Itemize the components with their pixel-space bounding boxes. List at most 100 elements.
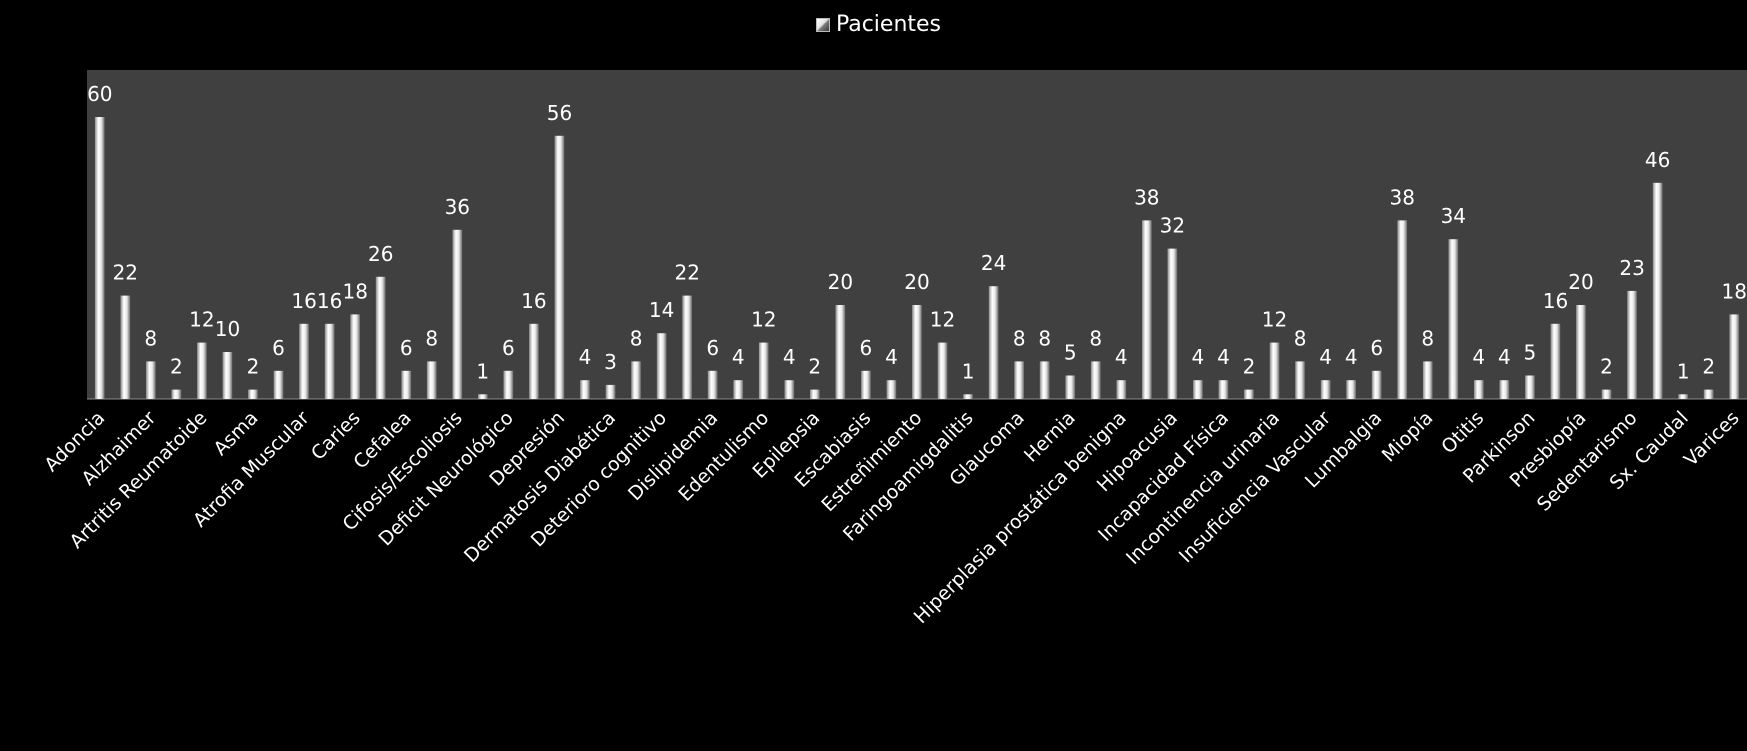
bar-22 [631,361,641,399]
data-label-45: 4 [1217,345,1230,369]
data-label-25: 6 [706,336,719,360]
data-label-57: 5 [1524,341,1537,365]
data-label-62: 46 [1645,148,1670,172]
bar-32 [886,380,897,399]
bar-19 [554,135,565,400]
bar-4 [171,389,182,399]
bar-31 [861,370,871,399]
bar-58 [1550,323,1561,399]
bar-48 [1295,361,1305,399]
data-label-64: 2 [1702,355,1715,379]
data-label-51: 6 [1370,336,1383,360]
bar-10 [324,323,335,399]
bar-39 [1065,375,1076,399]
bar-34 [937,342,948,399]
data-label-54: 34 [1441,204,1466,228]
bar-44 [1193,380,1203,399]
bar-46 [1244,389,1254,399]
data-label-65: 18 [1721,279,1746,303]
data-label-55: 4 [1472,345,1485,369]
data-label-11: 18 [342,279,367,303]
data-label-32: 4 [885,345,898,369]
legend: Pacientes [10,12,1747,37]
data-label-34: 12 [930,308,955,332]
bar-43 [1167,248,1178,399]
bar-30 [835,305,846,399]
bar-25 [707,370,718,399]
bar-40 [1090,361,1101,399]
bar-57 [1525,375,1535,399]
data-label-27: 12 [751,308,776,332]
data-label-23: 14 [649,298,674,322]
bar-8 [273,370,284,399]
data-label-33: 20 [904,270,929,294]
data-label-9: 16 [291,289,316,313]
data-label-47: 12 [1262,308,1287,332]
data-label-8: 6 [272,336,285,360]
data-label-36: 24 [981,251,1006,275]
data-label-48: 8 [1294,326,1307,350]
bar-65 [1729,314,1740,399]
bar-49 [1320,380,1331,399]
data-label-10: 16 [317,289,342,313]
bar-36 [988,286,999,399]
bar-14 [426,361,437,399]
bar-28 [784,380,795,399]
data-label-43: 32 [1160,214,1185,238]
bar-37 [1014,361,1024,399]
bar-27 [758,342,769,399]
bar-45 [1218,380,1229,399]
data-label-61: 23 [1619,256,1644,280]
data-label-24: 22 [674,261,699,285]
data-label-1: 60 [87,82,112,106]
bar-33 [912,305,922,399]
bar-55 [1474,380,1484,399]
bar-9 [299,323,309,399]
data-label-53: 8 [1421,326,1434,350]
bar-2 [120,295,131,399]
bar-16 [478,394,488,399]
bar-17 [503,370,514,399]
bar-52 [1397,220,1408,399]
data-label-60: 2 [1600,355,1613,379]
bar-54 [1448,239,1459,399]
data-label-4: 2 [170,355,183,379]
bar-11 [350,314,360,399]
bar-35 [963,394,973,399]
data-label-26: 4 [732,345,745,369]
bar-13 [401,370,412,399]
data-label-41: 4 [1115,345,1128,369]
bar-6 [222,352,233,399]
data-label-22: 8 [630,326,643,350]
bar-23 [656,333,667,399]
bar-62 [1652,182,1663,399]
bar-60 [1601,389,1612,399]
data-label-56: 4 [1498,345,1511,369]
data-label-52: 38 [1389,185,1414,209]
data-label-5: 12 [189,308,214,332]
bar-5 [197,342,207,399]
data-label-46: 2 [1243,355,1256,379]
bar-38 [1039,361,1050,399]
data-label-3: 8 [144,326,157,350]
bar-50 [1346,380,1356,399]
bar-42 [1142,220,1152,399]
data-label-16: 1 [476,359,489,383]
bar-1 [94,117,105,399]
bar-64 [1703,389,1714,399]
data-label-19: 56 [547,101,572,125]
data-label-42: 38 [1134,185,1159,209]
data-label-6: 10 [215,317,240,341]
data-label-35: 1 [962,359,975,383]
bar-63 [1678,394,1688,399]
category-label-27: Miopía [1378,407,1438,467]
data-label-17: 6 [502,336,515,360]
bar-56 [1499,380,1510,399]
bar-51 [1371,370,1382,399]
data-label-30: 20 [828,270,853,294]
bar-18 [529,323,539,399]
data-label-28: 4 [783,345,796,369]
data-label-15: 36 [445,195,470,219]
data-label-44: 4 [1192,345,1205,369]
